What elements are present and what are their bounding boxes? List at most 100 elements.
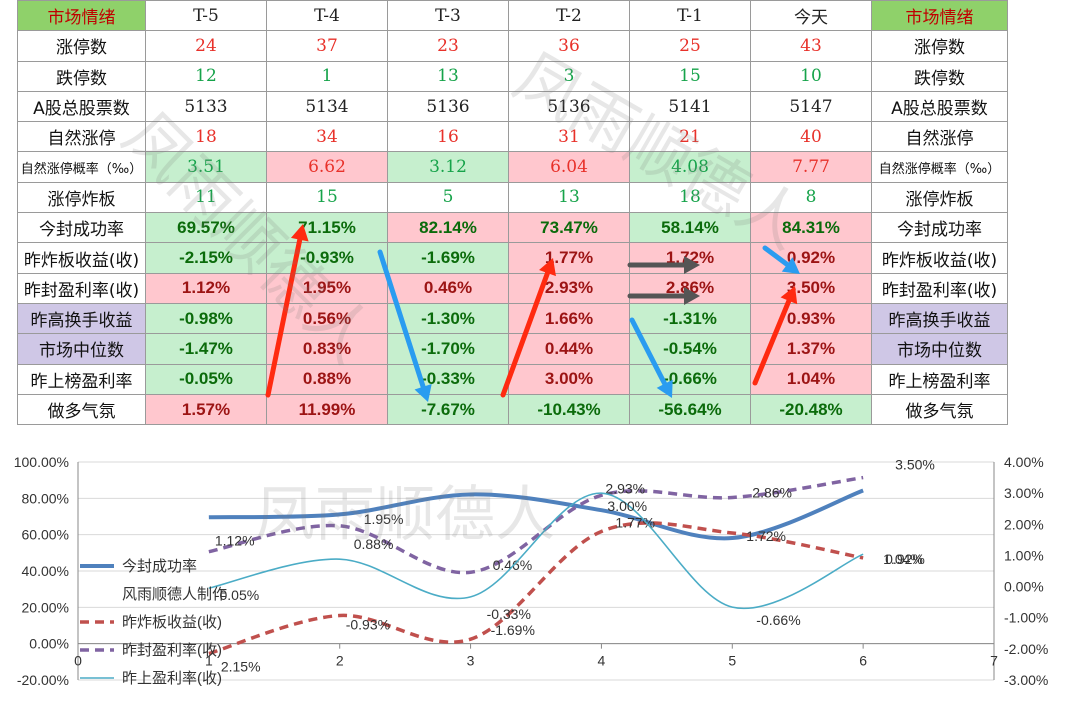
data-label: -0.66% [756, 612, 800, 628]
row-label-left: 涨停炸板 [17, 181, 146, 214]
table-cell: 5134 [266, 90, 388, 123]
data-label: 0.88% [354, 536, 394, 552]
row-label-left: 昨上榜盈利率 [17, 363, 146, 395]
table-cell: -7.67% [387, 393, 509, 426]
header-day: T-4 [266, 0, 388, 32]
table-cell: 1.37% [750, 333, 872, 365]
table-cell: 18 [145, 121, 267, 153]
table-cell: 6.62 [266, 151, 388, 183]
x-tick-label: 1 [205, 653, 213, 669]
row-label-right: 涨停炸板 [871, 181, 1008, 214]
row-label-right: 市场中位数 [871, 333, 1008, 365]
table-cell: 3.12 [387, 151, 509, 183]
table-cell: 0.46% [387, 272, 509, 304]
table-cell: 0.88% [266, 363, 388, 395]
table-cell: 5133 [145, 90, 267, 123]
row-label-right: 涨停数 [871, 30, 1008, 62]
row-label-right: 自然涨停概率（‰） [871, 151, 1008, 183]
y-right-tick-label: 4.00% [1004, 454, 1044, 470]
table-row: 昨炸板收益(收) -2.15% -0.93% -1.69% 1.77% 1.72% 0.92… [17, 242, 1008, 274]
table-cell: 5141 [629, 90, 751, 123]
header-day: T-5 [145, 0, 267, 32]
data-label: 1.72% [746, 528, 786, 544]
data-label: 3.00% [607, 498, 647, 514]
table-cell: 0.56% [266, 302, 388, 335]
table-cell: 8 [750, 181, 872, 214]
x-tick-label: 0 [74, 653, 82, 669]
row-label-right: 昨封盈利率(收) [871, 272, 1008, 304]
table-cell: 7.77 [750, 151, 872, 183]
header-day: T-1 [629, 0, 751, 32]
table-cell: -2.15% [145, 242, 267, 274]
table-cell: 58.14% [629, 212, 751, 244]
row-label-right: 自然涨停 [871, 121, 1008, 153]
y-right-tick-label: 1.00% [1004, 547, 1044, 563]
table-cell: -0.54% [629, 333, 751, 365]
table-cell: -0.05% [145, 363, 267, 395]
data-label: 3.50% [895, 457, 935, 473]
row-label-right: 昨炸板收益(收) [871, 242, 1008, 274]
y-left-tick-label: 20.00% [22, 599, 69, 615]
data-label: -1.69% [491, 622, 535, 638]
x-tick-label: 4 [598, 653, 606, 669]
table-cell: 2.93% [508, 272, 630, 304]
table-cell: 15 [629, 60, 751, 92]
sentiment-table-area: 市场情绪 T-5 T-4 T-3 T-2 T-1 今天 市场情绪 涨停数 24 37 23 36 25 43… [17, 0, 1008, 426]
row-label-left: 跌停数 [17, 60, 146, 92]
table-row: 昨上榜盈利率 -0.05% 0.88% -0.33% 3.00% -0.66% 1.04% 昨… [17, 363, 1008, 395]
x-tick-label: 2 [336, 653, 344, 669]
table-cell: 25 [629, 30, 751, 62]
table-row: 自然涨停概率（‰） 3.51 6.62 3.12 6.04 4.08 7.77 自然涨停概率（… [17, 151, 1008, 183]
table-cell: 84.31% [750, 212, 872, 244]
table-row: 跌停数 12 1 13 3 15 10 跌停数 [17, 60, 1008, 92]
table-cell: 5147 [750, 90, 872, 123]
legend-item: 今封成功率 [122, 558, 197, 575]
table-cell: 1 [266, 60, 388, 92]
row-label-left: A股总股票数 [17, 90, 146, 123]
y-right-tick-label: 3.00% [1004, 485, 1044, 501]
table-cell: 12 [145, 60, 267, 92]
table-cell: 1.66% [508, 302, 630, 335]
table-cell: 13 [508, 181, 630, 214]
table-cell: 1.72% [629, 242, 751, 274]
data-label: 1.04% [883, 551, 923, 567]
data-label: 2.86% [752, 485, 792, 501]
row-label-left: 自然涨停 [17, 121, 146, 153]
row-label-left: 市场中位数 [17, 333, 146, 365]
row-label-left: 昨封盈利率(收) [17, 272, 146, 304]
legend-item: 风雨顺德人制作 [122, 585, 227, 603]
table-cell: 11.99% [266, 393, 388, 426]
row-label-left: 自然涨停概率（‰） [17, 151, 146, 183]
table-cell: -1.70% [387, 333, 509, 365]
table-row: 昨封盈利率(收) 1.12% 1.95% 0.46% 2.93% 2.86% 3.50% 昨封… [17, 272, 1008, 304]
table-cell: 71.15% [266, 212, 388, 244]
row-label-right: 做多气氛 [871, 393, 1008, 426]
table-cell: -0.33% [387, 363, 509, 395]
table-cell: 34 [266, 121, 388, 153]
row-label-left: 今封成功率 [17, 212, 146, 244]
table-cell: 2.86% [629, 272, 751, 304]
header-row: 市场情绪 T-5 T-4 T-3 T-2 T-1 今天 市场情绪 [17, 0, 1008, 32]
data-label: 0.92% [885, 551, 925, 567]
table-cell: 0.93% [750, 302, 872, 335]
y-left-tick-label: 80.00% [22, 490, 69, 506]
data-label: -0.93% [346, 617, 390, 633]
y-right-tick-label: -2.00% [1004, 641, 1048, 657]
table-cell: 16 [387, 121, 509, 153]
legend-item: 昨炸板收益(收) [122, 613, 222, 631]
table-cell: -1.30% [387, 302, 509, 335]
row-label-left: 做多气氛 [17, 393, 146, 426]
y-right-tick-label: -3.00% [1004, 672, 1048, 688]
table-cell: -10.43% [508, 393, 630, 426]
data-label: 1.95% [364, 511, 404, 527]
y-left-tick-label: 100.00% [14, 454, 69, 470]
series-line [208, 475, 864, 575]
table-cell: 5136 [508, 90, 630, 123]
table-cell: 1.77% [508, 242, 630, 274]
y-left-tick-label: -20.00% [17, 672, 69, 688]
table-cell: 1.95% [266, 272, 388, 304]
y-left-tick-label: 40.00% [22, 563, 69, 579]
row-label-right: 昨高换手收益 [871, 302, 1008, 335]
row-label-left: 昨高换手收益 [17, 302, 146, 335]
series-line [208, 492, 864, 610]
